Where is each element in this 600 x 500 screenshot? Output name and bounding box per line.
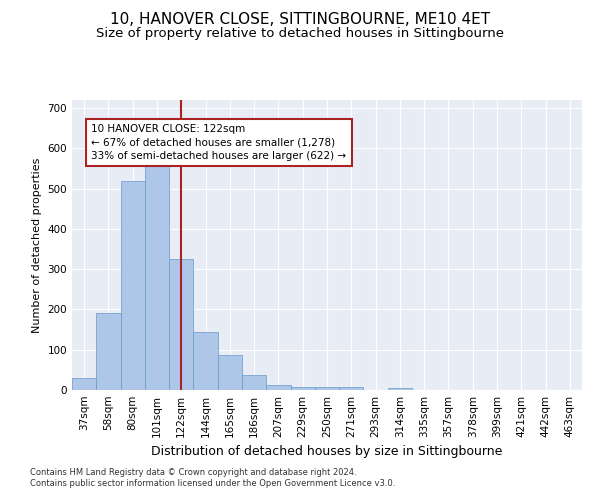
Bar [266,385,290,390]
Text: 10, HANOVER CLOSE, SITTINGBOURNE, ME10 4ET: 10, HANOVER CLOSE, SITTINGBOURNE, ME10 4… [110,12,490,28]
Bar [169,259,193,390]
Text: 10 HANOVER CLOSE: 122sqm
← 67% of detached houses are smaller (1,278)
33% of sem: 10 HANOVER CLOSE: 122sqm ← 67% of detach… [91,124,347,160]
Bar [121,180,145,390]
Bar [96,314,121,390]
Bar [315,387,339,390]
Bar [339,387,364,390]
Text: Size of property relative to detached houses in Sittingbourne: Size of property relative to detached ho… [96,28,504,40]
Bar [290,387,315,390]
X-axis label: Distribution of detached houses by size in Sittingbourne: Distribution of detached houses by size … [151,446,503,458]
Text: Contains HM Land Registry data © Crown copyright and database right 2024.
Contai: Contains HM Land Registry data © Crown c… [30,468,395,487]
Bar [388,388,412,390]
Bar [145,164,169,390]
Y-axis label: Number of detached properties: Number of detached properties [32,158,42,332]
Bar [72,378,96,390]
Bar [193,332,218,390]
Bar [218,355,242,390]
Bar [242,374,266,390]
